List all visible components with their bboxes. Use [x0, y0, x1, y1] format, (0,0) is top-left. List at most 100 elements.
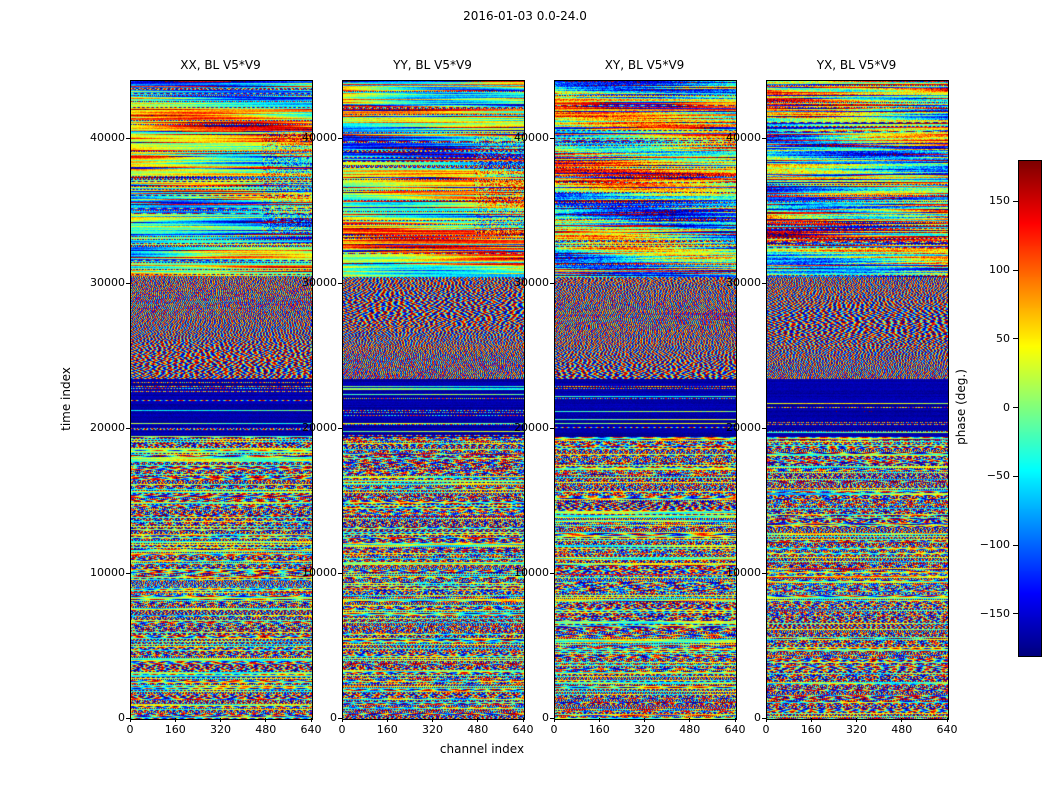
y-tick-label: 40000	[514, 131, 549, 144]
colorbar-tick-label: 50	[996, 331, 1010, 345]
x-tick-label: 0	[550, 723, 558, 736]
x-tick-label: 0	[126, 723, 134, 736]
x-tick-label: 320	[210, 723, 231, 736]
x-tick	[810, 718, 812, 722]
colorbar-tick	[1013, 407, 1018, 408]
x-tick	[689, 718, 691, 722]
x-tick-label: 480	[467, 723, 489, 736]
y-tick-label: 20000	[514, 421, 549, 434]
y-tick	[338, 572, 342, 574]
x-tick	[310, 718, 312, 722]
x-tick-label: 480	[891, 723, 913, 736]
y-tick-label: 10000	[514, 566, 549, 579]
colorbar-tick	[1013, 338, 1018, 340]
y-tick	[338, 282, 342, 284]
colorbar-tick-label: −150	[979, 606, 1010, 620]
colorbar-tick-label: 100	[989, 263, 1010, 276]
colorbar-tick	[1013, 475, 1018, 477]
y-tick-label: 30000	[90, 276, 125, 289]
panel-title: YY, BL V5*V9	[393, 58, 472, 72]
y-tick	[762, 137, 766, 139]
x-tick	[946, 718, 948, 722]
x-tick-label: 480	[679, 723, 701, 736]
y-tick-label: 0	[330, 711, 337, 724]
y-tick-label: 0	[754, 711, 761, 724]
heatmap-canvas	[766, 80, 949, 720]
panel-title: YX, BL V5*V9	[816, 58, 897, 72]
x-tick-label: 640	[512, 723, 534, 736]
colorbar-tick	[1013, 200, 1018, 202]
heatmap-canvas	[342, 80, 525, 720]
y-tick-label: 40000	[302, 131, 337, 144]
y-tick	[338, 717, 342, 719]
y-tick	[762, 717, 766, 719]
x-tick-label: 640	[300, 723, 322, 736]
colorbar-tick	[1013, 613, 1018, 615]
colorbar-tick	[1013, 544, 1018, 546]
x-axis-label: channel index	[439, 742, 525, 756]
colorbar-tick-label: −100	[979, 538, 1010, 551]
y-tick	[550, 572, 554, 574]
y-tick-label: 0	[542, 711, 549, 724]
x-tick	[477, 718, 479, 722]
x-tick-label: 160	[588, 723, 610, 736]
x-tick	[265, 718, 267, 722]
colorbar-tick-label: 0	[1003, 400, 1010, 414]
colorbar-label: phase (deg.)	[954, 369, 968, 445]
x-tick-label: 0	[762, 723, 770, 736]
figure-title: 2016-01-03 0.0-24.0	[463, 9, 587, 23]
y-tick	[126, 137, 130, 139]
x-tick	[644, 718, 645, 722]
x-tick	[129, 718, 131, 722]
x-tick	[522, 718, 524, 722]
y-tick-label: 10000	[302, 566, 337, 579]
colorbar-tick	[1013, 269, 1018, 271]
y-tick	[338, 427, 342, 429]
y-tick	[126, 572, 130, 574]
x-tick-label: 160	[164, 723, 186, 736]
y-tick-label: 10000	[726, 566, 761, 579]
x-tick	[341, 718, 343, 722]
y-tick	[550, 137, 554, 139]
colorbar-tick-label: −50	[986, 469, 1010, 483]
y-tick-label: 0	[118, 711, 125, 724]
colorbar-tick-label: 150	[989, 194, 1010, 208]
y-tick-label: 20000	[726, 421, 761, 434]
heatmap-canvas	[130, 80, 313, 720]
y-tick-label: 20000	[302, 421, 337, 434]
heatmap-canvas	[554, 80, 737, 720]
y-tick-label: 30000	[726, 276, 761, 289]
x-tick	[901, 718, 903, 722]
y-tick-label: 20000	[90, 421, 125, 434]
y-tick-label: 30000	[302, 276, 337, 289]
x-tick-label: 640	[936, 723, 958, 736]
x-tick-label: 320	[634, 723, 655, 736]
y-tick	[762, 282, 766, 284]
x-tick-label: 320	[422, 723, 443, 736]
x-tick	[598, 718, 600, 722]
x-tick	[220, 718, 221, 722]
x-tick	[386, 718, 388, 722]
panel-title: XX, BL V5*V9	[180, 58, 261, 72]
panel-title: XY, BL V5*V9	[604, 58, 685, 72]
y-tick	[550, 282, 554, 284]
y-tick	[550, 717, 554, 719]
y-tick	[338, 137, 342, 139]
x-tick	[174, 718, 176, 722]
y-tick-label: 40000	[90, 131, 125, 144]
y-tick-label: 40000	[726, 131, 761, 144]
y-tick	[126, 717, 130, 719]
y-tick	[762, 427, 766, 429]
x-tick-label: 320	[846, 723, 867, 736]
x-tick-label: 160	[800, 723, 822, 736]
x-tick	[734, 718, 736, 722]
x-tick-label: 480	[255, 723, 277, 736]
x-tick	[432, 718, 433, 722]
x-tick	[765, 718, 767, 722]
x-tick	[553, 718, 555, 722]
y-tick	[550, 427, 554, 429]
x-tick	[856, 718, 857, 722]
x-tick-label: 0	[338, 723, 346, 736]
x-tick-label: 640	[724, 723, 746, 736]
y-tick-label: 30000	[514, 276, 549, 289]
